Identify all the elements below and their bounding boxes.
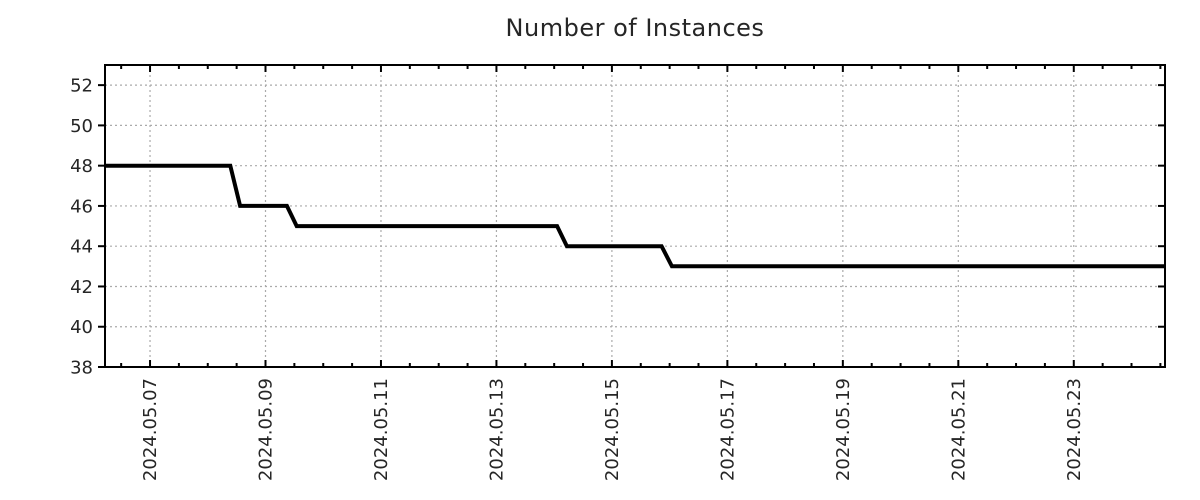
x-tick-label: 2024.05.09	[256, 378, 277, 481]
y-tick-label: 48	[70, 156, 93, 177]
x-tick-label: 2024.05.11	[371, 378, 392, 481]
x-tick-label: 2024.05.15	[602, 378, 623, 481]
x-tick-label: 2024.05.23	[1064, 378, 1085, 481]
x-tick-label: 2024.05.17	[717, 378, 738, 481]
plot-border	[104, 64, 1166, 368]
x-tick-label: 2024.05.13	[486, 378, 507, 481]
x-tick-label: 2024.05.21	[948, 378, 969, 481]
y-tick-label: 50	[70, 116, 93, 137]
data-line	[105, 163, 1165, 269]
y-tick-label: 52	[70, 76, 93, 97]
y-tick-label: 40	[70, 317, 93, 338]
y-tick-label: 44	[70, 237, 93, 258]
y-tick-label: 38	[70, 358, 93, 379]
y-tick-label: 46	[70, 196, 93, 217]
x-tick-label: 2024.05.07	[140, 378, 161, 481]
chart-title: Number of Instances	[505, 14, 765, 42]
x-tick-label: 2024.05.19	[833, 378, 854, 481]
y-tick-label: 42	[70, 277, 93, 298]
